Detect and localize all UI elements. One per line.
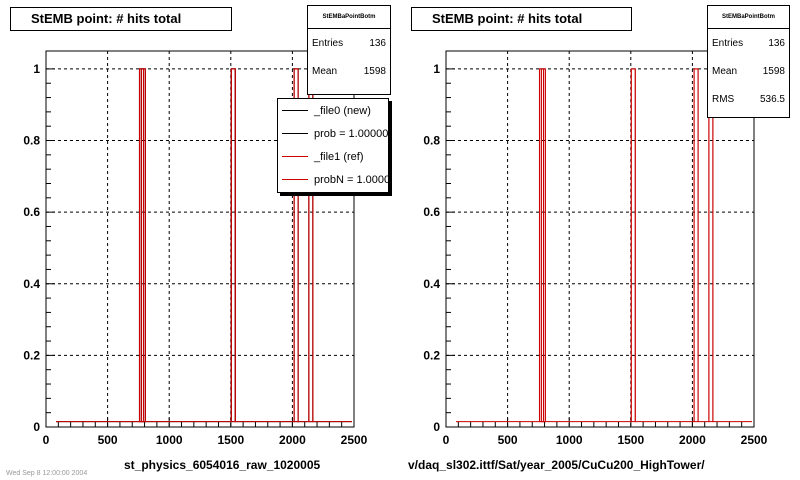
series-line (456, 68, 752, 423)
stats-entries-row: Entries 136 (712, 37, 785, 49)
histogram-bar (140, 68, 146, 423)
y-tick-label: 1 (33, 62, 40, 76)
x-tick-label: 2000 (279, 433, 306, 447)
stats-name: StEMBaPointBotm (308, 6, 390, 29)
histogram-bar (540, 68, 546, 423)
x-tick-label: 2000 (679, 433, 706, 447)
stats-entries-row: Entries 136 (312, 37, 386, 49)
legend-entry: _file1 (ref) (278, 145, 388, 168)
plot-frame (445, 50, 755, 428)
x-tick-label: 2500 (341, 433, 368, 447)
x-axis-label-left: st_physics_6054016_raw_1020005 (124, 458, 321, 472)
stats-box-right: StEMBaPointBotm Entries 136 Mean 1598 RMS 5… (707, 5, 790, 118)
x-tick-label: 2500 (741, 433, 768, 447)
x-tick-label: 1500 (217, 433, 244, 447)
x-axis-label-right: v/daq_sl302.ittf/Sat/year_2005/CuCu200_H… (408, 458, 705, 472)
x-tick-label: 1500 (617, 433, 644, 447)
legend-entry: prob = 1.000000 (278, 122, 388, 145)
x-tick-label: 1000 (156, 433, 183, 447)
chart-title-right: StEMB point: # hits total (411, 7, 632, 31)
stats-mean-row: Mean 1598 (312, 65, 386, 77)
footer-timestamp: Wed Sep 8 12:00:00 2004 (6, 470, 88, 477)
chart-title-left: StEMB point: # hits total (10, 7, 232, 31)
stats-mean-row: Mean 1598 (712, 65, 785, 77)
x-tick-label: 500 (98, 433, 118, 447)
legend-entry: probN = 1.000000 (278, 168, 388, 191)
stats-rms-row: RMS 536.5 (712, 93, 785, 105)
histogram-bar (293, 68, 299, 423)
y-tick-label: 0.2 (423, 348, 440, 362)
y-tick-label: 0 (433, 420, 440, 434)
y-tick-label: 1 (433, 62, 440, 76)
y-tick-label: 0.8 (23, 134, 40, 148)
histogram-bar (230, 68, 236, 423)
histogram-bar (708, 68, 714, 423)
y-tick-label: 0.6 (423, 205, 440, 219)
y-tick-label: 0.4 (423, 277, 440, 291)
histogram-bar (693, 68, 699, 423)
y-tick-label: 0 (33, 420, 40, 434)
x-tick-label: 0 (43, 433, 50, 447)
legend: _file0 (new) prob = 1.000000 _file1 (ref… (277, 98, 389, 193)
y-tick-label: 0.8 (423, 134, 440, 148)
stats-box-left: StEMBaPointBotm Entries 136 Mean 1598 (307, 5, 391, 95)
x-tick-label: 1000 (556, 433, 583, 447)
y-tick-label: 0.4 (23, 277, 40, 291)
x-tick-label: 0 (443, 433, 450, 447)
y-tick-label: 0.2 (23, 348, 40, 362)
stats-name: StEMBaPointBotm (708, 6, 789, 29)
plot-frame (45, 50, 355, 428)
x-tick-label: 500 (498, 433, 518, 447)
legend-entry: _file0 (new) (278, 99, 388, 122)
histogram-bar (230, 68, 236, 423)
histogram-bar (630, 68, 636, 423)
y-tick-label: 0.6 (23, 205, 40, 219)
